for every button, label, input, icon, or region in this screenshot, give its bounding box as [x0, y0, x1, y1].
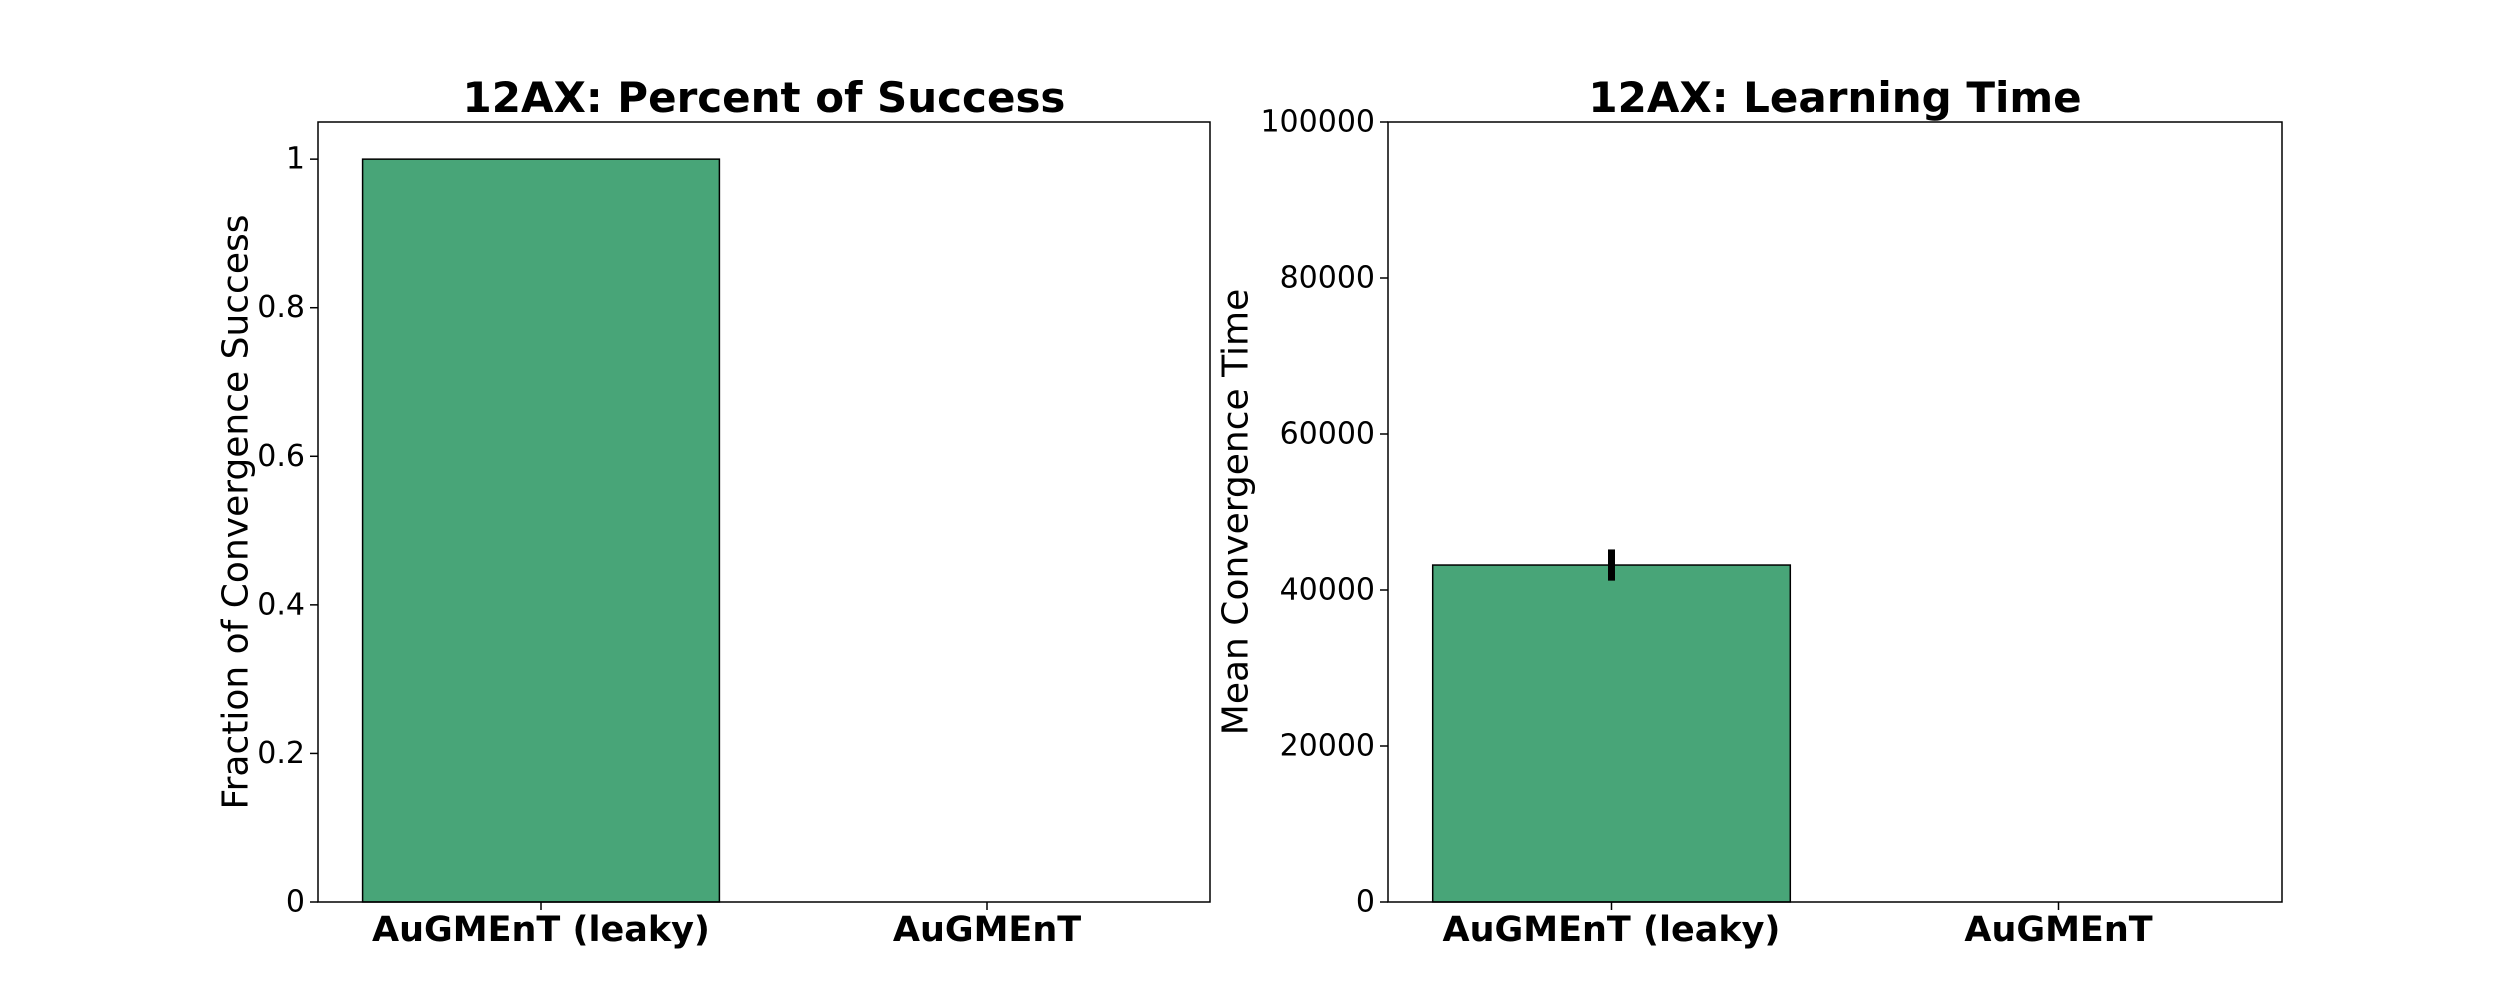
x-tick-label: AuGMEnT [1964, 910, 2152, 950]
x-ticks: AuGMEnT (leaky) AuGMEnT [372, 902, 1081, 950]
marks [1431, 549, 1792, 903]
y-tick-label: 20000 [1280, 729, 1375, 764]
y-tick-label: 80000 [1280, 261, 1375, 296]
y-ticks: 0 20000 40000 60000 80000 100000 [1260, 105, 1388, 920]
y-tick-label: 0 [286, 885, 305, 920]
y-tick-label: 0.2 [257, 736, 305, 771]
y-axis-label: Fraction of Convergence Success [216, 214, 257, 809]
x-tick-label: AuGMEnT [893, 910, 1081, 950]
bar [361, 158, 721, 903]
plot-frame [317, 121, 1211, 903]
y-tick-label: 0 [1356, 885, 1375, 920]
chart-title: 12AX: Learning Time [1588, 73, 2081, 122]
marks [361, 158, 721, 903]
plot-frame [1387, 121, 2283, 903]
x-ticks: AuGMEnT (leaky) AuGMEnT [1443, 902, 2153, 950]
y-tick-label: 60000 [1280, 417, 1375, 452]
y-axis-label: Mean Convergence Time [1216, 289, 1257, 735]
learning-time-chart: 12AX: Learning Time Mean Convergence Tim… [1216, 73, 2283, 950]
bar [1431, 564, 1792, 903]
y-tick-label: 0.4 [257, 587, 305, 622]
x-tick-label: AuGMEnT (leaky) [372, 910, 710, 950]
y-tick-label: 100000 [1260, 105, 1375, 140]
y-tick-label: 40000 [1280, 573, 1375, 608]
success-chart: 12AX: Percent of Success Fraction of Con… [216, 73, 1211, 950]
y-ticks: 0 0.2 0.4 0.6 0.8 1 [257, 142, 318, 920]
x-tick-label: AuGMEnT (leaky) [1443, 910, 1781, 950]
chart-title: 12AX: Percent of Success [463, 73, 1066, 122]
y-tick-label: 1 [286, 142, 305, 177]
y-tick-label: 0.8 [257, 290, 305, 325]
y-tick-label: 0.6 [257, 439, 305, 474]
